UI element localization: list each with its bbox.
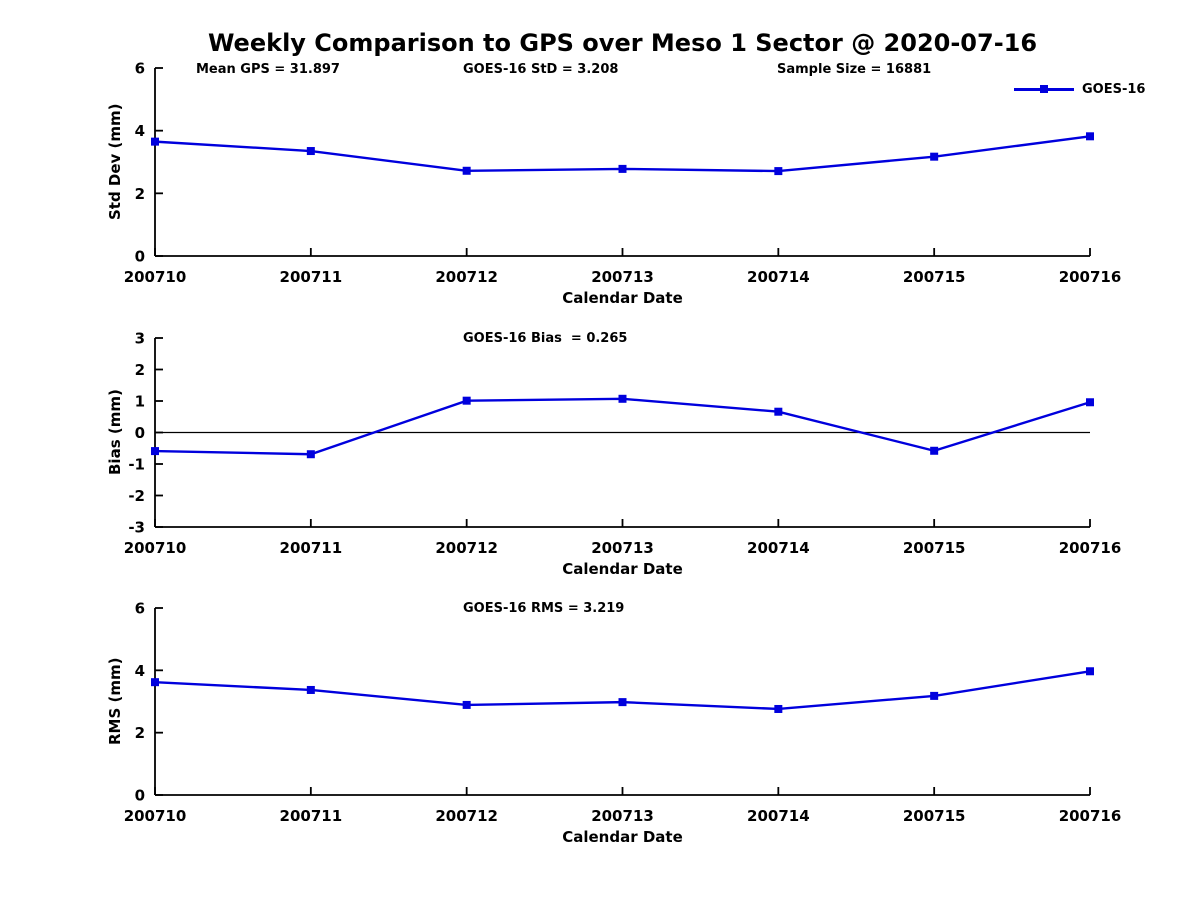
data-point-marker [930,446,939,455]
data-point-marker [930,152,939,161]
annotation-mean-gps: Mean GPS = 31.897 [196,62,340,77]
ylabel-std-dev: Std Dev (mm) [106,103,124,221]
legend: GOES-16 [1014,82,1145,97]
x-tick-label: 200715 [903,539,966,557]
y-tick-label: 0 [135,248,145,266]
x-tick-label: 200711 [280,807,343,825]
x-tick-label: 200713 [591,539,654,557]
annotation-goes16-std: GOES-16 StD = 3.208 [463,62,619,77]
annotation-goes16-rms: GOES-16 RMS = 3.219 [463,601,625,616]
data-point-marker [774,704,783,713]
annotation-goes16-bias: GOES-16 Bias = 0.265 [463,331,628,346]
bias-plot: -3 -2 -1 0 1 2 3 200710 200711 200712 200713 200714… [124,330,1122,558]
y-tick-label: -2 [128,487,145,505]
x-tick-label: 200710 [124,807,187,825]
data-point-marker [618,164,627,173]
data-point-marker [1086,132,1094,141]
x-tick-label: 200714 [747,268,810,286]
ylabel-bias: Bias (mm) [106,389,124,476]
xlabel-top: Calendar Date [562,289,683,307]
legend-line-sample [1014,85,1074,94]
legend-label: GOES-16 [1082,82,1146,97]
data-point-marker [1086,667,1094,676]
x-tick-label: 200713 [591,807,654,825]
x-tick-label: 200714 [747,539,810,557]
y-tick-label: 4 [135,662,145,680]
data-point-marker [306,147,315,156]
data-point-marker [462,700,471,709]
data-point-marker [618,394,627,403]
x-tick-label: 200714 [747,807,810,825]
y-tick-label: 2 [135,724,145,742]
y-tick-label: 2 [135,185,145,203]
data-point-marker [930,691,939,700]
data-point-marker [774,407,783,416]
y-tick-label: -1 [128,456,145,474]
data-point-marker [462,396,471,405]
y-tick-label: 2 [135,361,145,379]
x-tick-label: 200712 [435,539,498,557]
xlabel-bottom: Calendar Date [562,828,683,846]
std-dev-plot: 0 2 4 6 200710 200711 200712 200713 200714 200715… [124,60,1122,287]
y-tick-label: 0 [135,787,145,805]
figure-title: Weekly Comparison to GPS over Meso 1 Sec… [207,29,1038,57]
x-tick-label: 200715 [903,268,966,286]
data-point-marker [151,678,159,687]
x-tick-label: 200710 [124,539,187,557]
x-tick-label: 200716 [1059,807,1122,825]
data-point-marker [618,698,627,707]
data-point-marker [306,450,315,459]
x-tick-label: 200716 [1059,539,1122,557]
y-tick-label: 6 [135,600,145,618]
y-tick-label: 3 [135,330,145,348]
x-tick-label: 200711 [280,268,343,286]
ylabel-rms: RMS (mm) [106,657,124,746]
x-tick-label: 200712 [435,268,498,286]
data-point-marker [151,447,159,456]
x-tick-label: 200716 [1059,268,1122,286]
x-tick-label: 200711 [280,539,343,557]
data-point-marker [151,137,159,146]
annotation-sample-size: Sample Size = 16881 [777,62,932,77]
xlabel-middle: Calendar Date [562,560,683,578]
data-point-marker [774,167,783,176]
rms-plot: 0 2 4 6 200710 200711 200712 200713 200714 200715… [124,600,1122,826]
x-tick-label: 200712 [435,807,498,825]
y-tick-label: 6 [135,60,145,78]
x-tick-label: 200713 [591,268,654,286]
y-tick-label: -3 [128,519,145,537]
x-tick-label: 200715 [903,807,966,825]
legend-square-marker-icon [1040,85,1048,94]
data-point-marker [306,685,315,694]
y-tick-label: 0 [135,424,145,442]
y-tick-label: 4 [135,122,145,140]
y-tick-label: 1 [135,393,145,411]
series-line-GOES-16 [154,397,1091,456]
data-point-marker [462,166,471,175]
data-point-marker [1086,398,1094,407]
x-tick-label: 200710 [124,268,187,286]
